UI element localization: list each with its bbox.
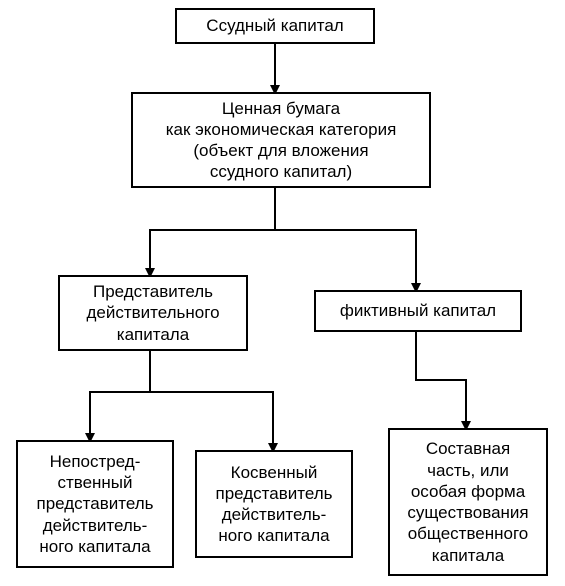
- node-real-capital-representative: Представительдействительногокапитала: [58, 275, 248, 351]
- node-label: Представительдействительногокапитала: [86, 281, 219, 345]
- node-label: Непостред-ственныйпредставительдействите…: [37, 451, 154, 557]
- edge-n3-n6: [150, 351, 273, 448]
- node-direct-representative: Непостред-ственныйпредставительдействите…: [16, 440, 174, 568]
- edge-n4-n7: [416, 332, 466, 426]
- node-fictitious-capital: фиктивный капитал: [314, 290, 522, 332]
- edge-n2-n3: [150, 188, 275, 273]
- node-label: Косвенныйпредставительдействитель-ного к…: [216, 462, 333, 547]
- node-label: Ценная бумагакак экономическая категория…: [166, 98, 397, 183]
- node-label: Составнаячасть, илиособая формасуществов…: [407, 438, 528, 566]
- node-indirect-representative: Косвенныйпредставительдействитель-ного к…: [195, 450, 353, 558]
- node-security-as-category: Ценная бумагакак экономическая категория…: [131, 92, 431, 188]
- edge-n3-n5: [90, 351, 150, 438]
- node-label: Ссудный капитал: [206, 15, 343, 36]
- node-loan-capital: Ссудный капитал: [175, 8, 375, 44]
- node-label: фиктивный капитал: [340, 300, 496, 321]
- node-social-capital-form: Составнаячасть, илиособая формасуществов…: [388, 428, 548, 576]
- edge-n2-n4: [275, 188, 416, 288]
